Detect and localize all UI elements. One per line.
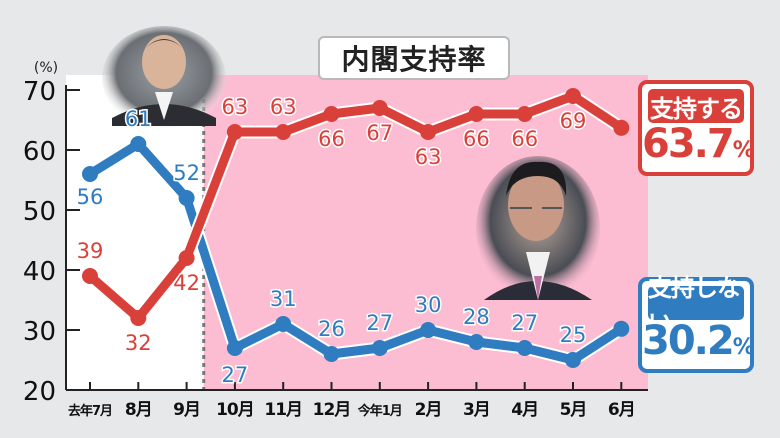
data-label: 27	[222, 363, 249, 387]
svg-text:70: 70	[23, 77, 56, 107]
data-label: 66	[318, 127, 345, 151]
data-label: 26	[318, 317, 345, 341]
data-label: 66	[511, 127, 538, 151]
former-prime-minister-photo	[102, 26, 226, 130]
data-label: 63	[270, 95, 297, 119]
support-value: 63.7%	[642, 121, 755, 167]
svg-text:10月: 10月	[216, 400, 254, 420]
svg-text:今年1月: 今年1月	[357, 403, 402, 419]
svg-text:6月: 6月	[608, 400, 635, 420]
data-label: 27	[511, 311, 538, 335]
svg-text:去年7月: 去年7月	[68, 403, 112, 419]
support-label: 支持する	[648, 89, 744, 123]
data-label: 28	[463, 305, 490, 329]
svg-text:8月: 8月	[125, 400, 152, 420]
data-label: 69	[560, 109, 587, 133]
photos	[102, 26, 600, 300]
data-label: 31	[270, 287, 297, 311]
no-support-unit: %	[732, 335, 755, 360]
svg-text:9月: 9月	[173, 400, 200, 420]
current-prime-minister-photo	[476, 156, 600, 300]
data-label: 67	[366, 121, 393, 145]
data-labels: 56 61 52 27 31 26 27 30 28 27 25 39 32 42 63 63 66 67 63 66…	[75, 94, 588, 389]
svg-text:11月: 11月	[264, 400, 302, 420]
data-label: 32	[125, 331, 152, 355]
no-support-number: 30.2	[642, 318, 735, 364]
chart-title: 内閣支持率	[318, 36, 510, 80]
data-label: 52	[173, 161, 200, 185]
svg-text:30: 30	[23, 317, 56, 347]
data-label: 39	[77, 239, 104, 263]
no-support-badge: 支持しない 30.2%	[638, 274, 755, 373]
data-label: 61	[125, 107, 152, 131]
svg-text:40: 40	[23, 257, 56, 287]
data-lines	[82, 88, 630, 368]
svg-text:5月: 5月	[560, 400, 587, 420]
svg-text:20: 20	[23, 377, 56, 407]
data-label: 63	[222, 95, 249, 119]
svg-text:3月: 3月	[463, 400, 490, 420]
support-badge: 支持する 63.7%	[638, 80, 755, 176]
svg-text:4月: 4月	[511, 400, 538, 420]
data-label: 56	[77, 185, 104, 209]
svg-text:12月: 12月	[313, 400, 351, 420]
data-label: 30	[415, 293, 442, 317]
svg-text:2月: 2月	[415, 400, 442, 420]
svg-text:(%): (%)	[34, 60, 58, 76]
data-label: 27	[366, 311, 393, 335]
data-label: 66	[463, 127, 490, 151]
no-support-value: 30.2%	[642, 318, 755, 364]
axes: (%) 20 30 40 50 60 70 去年7月 8月 9月 10月 11月 12月 今年1月 2月 3月…	[23, 60, 648, 420]
svg-text:60: 60	[23, 137, 56, 167]
no-support-label: 支持しない	[648, 274, 744, 337]
data-label: 42	[173, 271, 200, 295]
svg-text:50: 50	[23, 197, 56, 227]
data-label: 25	[560, 323, 587, 347]
data-label: 63	[415, 145, 442, 169]
support-unit: %	[732, 138, 755, 163]
support-number: 63.7	[642, 121, 735, 167]
